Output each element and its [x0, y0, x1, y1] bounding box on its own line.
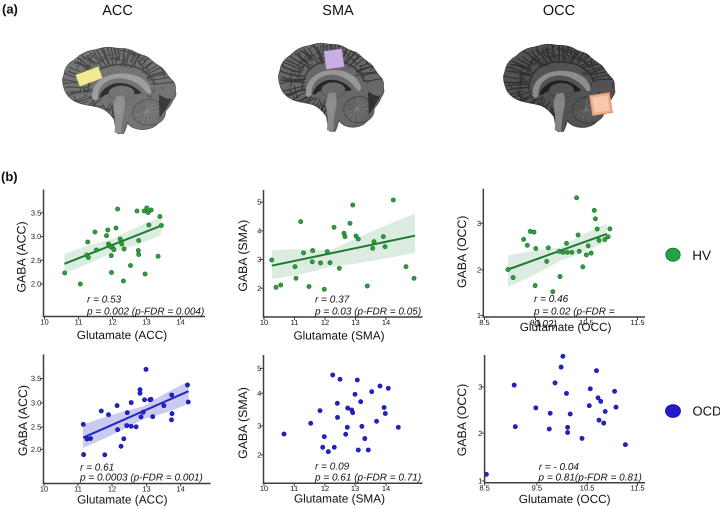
svg-text:2: 2 — [477, 266, 481, 275]
svg-text:11: 11 — [74, 484, 82, 493]
svg-text:14: 14 — [382, 484, 390, 493]
svg-text:11.5: 11.5 — [630, 484, 644, 493]
svg-text:4: 4 — [257, 226, 261, 235]
svg-text:r = 0.46: r = 0.46 — [534, 294, 569, 305]
svg-text:10.5: 10.5 — [580, 484, 595, 493]
svg-text:2.0: 2.0 — [31, 445, 41, 454]
svg-text:14: 14 — [176, 484, 184, 493]
svg-text:Glutamate (OCC): Glutamate (OCC) — [519, 492, 611, 506]
svg-text:1: 1 — [478, 477, 482, 486]
svg-text:2: 2 — [478, 429, 482, 438]
svg-text:p = 0.0003 (p-FDR = 0.001): p = 0.0003 (p-FDR = 0.001) — [79, 473, 203, 484]
svg-text:OCC: OCC — [543, 3, 575, 19]
svg-text:GABA (ACC): GABA (ACC) — [16, 385, 30, 456]
svg-text:9.5: 9.5 — [530, 318, 540, 327]
svg-text:12: 12 — [108, 317, 116, 326]
svg-text:5: 5 — [257, 198, 261, 207]
svg-text:p = 0.81(p-FDR = 0.81): p = 0.81(p-FDR = 0.81) — [538, 473, 642, 484]
svg-text:0.02): 0.02) — [534, 319, 557, 330]
svg-text:2.5: 2.5 — [31, 423, 41, 432]
svg-text:3: 3 — [257, 255, 261, 264]
svg-text:8.5: 8.5 — [479, 484, 489, 493]
svg-text:3: 3 — [477, 219, 481, 228]
svg-text:4: 4 — [257, 389, 261, 398]
svg-text:3.0: 3.0 — [31, 399, 41, 408]
svg-text:p = 0.02 (p-FDR =: p = 0.02 (p-FDR = — [533, 307, 615, 318]
svg-text:13: 13 — [351, 484, 359, 493]
svg-text:r = 0.37: r = 0.37 — [315, 295, 350, 306]
svg-text:2: 2 — [257, 451, 261, 460]
svg-text:13: 13 — [142, 317, 150, 326]
svg-text:r = 0.53: r = 0.53 — [87, 295, 122, 306]
svg-text:Glutamate (SMA): Glutamate (SMA) — [293, 329, 384, 343]
svg-text:OCD: OCD — [693, 404, 720, 419]
svg-text:12: 12 — [321, 484, 329, 493]
svg-text:14: 14 — [382, 318, 390, 327]
svg-text:3: 3 — [257, 422, 261, 431]
svg-text:Glutamate (OCC): Glutamate (OCC) — [520, 320, 612, 334]
svg-text:10: 10 — [260, 484, 268, 493]
svg-text:10: 10 — [40, 484, 48, 493]
svg-text:p = 0.002 (p-FDR = 0.004): p = 0.002 (p-FDR = 0.004) — [86, 307, 204, 318]
svg-text:5: 5 — [257, 364, 261, 373]
svg-text:10: 10 — [40, 317, 48, 326]
svg-text:14: 14 — [176, 317, 184, 326]
svg-text:12: 12 — [321, 318, 329, 327]
svg-text:3.5: 3.5 — [31, 374, 41, 383]
svg-text:11: 11 — [290, 484, 298, 493]
svg-text:2: 2 — [257, 284, 261, 293]
svg-text:GABA (ACC): GABA (ACC) — [15, 221, 29, 292]
svg-text:8.5: 8.5 — [479, 318, 489, 327]
svg-text:(a): (a) — [2, 2, 18, 17]
svg-text:2.0: 2.0 — [31, 280, 41, 289]
svg-text:r = 0.61: r = 0.61 — [80, 463, 114, 474]
svg-text:13: 13 — [142, 484, 150, 493]
svg-text:p = 0.61 (p-FDR = 0.71): p = 0.61 (p-FDR = 0.71) — [314, 473, 421, 484]
svg-text:HV: HV — [692, 248, 711, 263]
svg-text:r = 0.09: r = 0.09 — [315, 462, 350, 473]
svg-text:3.0: 3.0 — [31, 232, 41, 241]
svg-text:ACC: ACC — [102, 3, 133, 19]
svg-text:p = 0.03 (p-FDR = 0.05): p = 0.03 (p-FDR = 0.05) — [314, 307, 421, 318]
svg-text:3: 3 — [478, 383, 482, 392]
svg-text:11.5: 11.5 — [630, 318, 644, 327]
svg-text:Glutamate (SMA): Glutamate (SMA) — [294, 492, 385, 506]
svg-text:11: 11 — [75, 317, 83, 326]
svg-text:12: 12 — [108, 484, 116, 493]
svg-text:Glutamate (ACC): Glutamate (ACC) — [77, 328, 168, 342]
svg-text:9.5: 9.5 — [532, 484, 542, 493]
svg-text:GABA (SMA): GABA (SMA) — [236, 220, 250, 292]
svg-text:13: 13 — [351, 318, 359, 327]
svg-text:SMA: SMA — [322, 3, 354, 19]
svg-text:3.5: 3.5 — [31, 208, 41, 217]
svg-text:Glutamate (ACC): Glutamate (ACC) — [77, 493, 168, 507]
svg-text:(b): (b) — [1, 169, 18, 184]
svg-text:11: 11 — [291, 318, 299, 327]
svg-text:10: 10 — [260, 318, 268, 327]
svg-text:1: 1 — [477, 311, 481, 320]
svg-text:10.5: 10.5 — [579, 318, 594, 327]
svg-text:r = - 0.04: r = - 0.04 — [539, 462, 580, 473]
svg-text:GABA (SMA): GABA (SMA) — [236, 387, 250, 459]
svg-text:2.5: 2.5 — [31, 256, 41, 265]
svg-text:GABA (OCC): GABA (OCC) — [455, 384, 469, 456]
svg-text:GABA (OCC): GABA (OCC) — [455, 216, 469, 288]
